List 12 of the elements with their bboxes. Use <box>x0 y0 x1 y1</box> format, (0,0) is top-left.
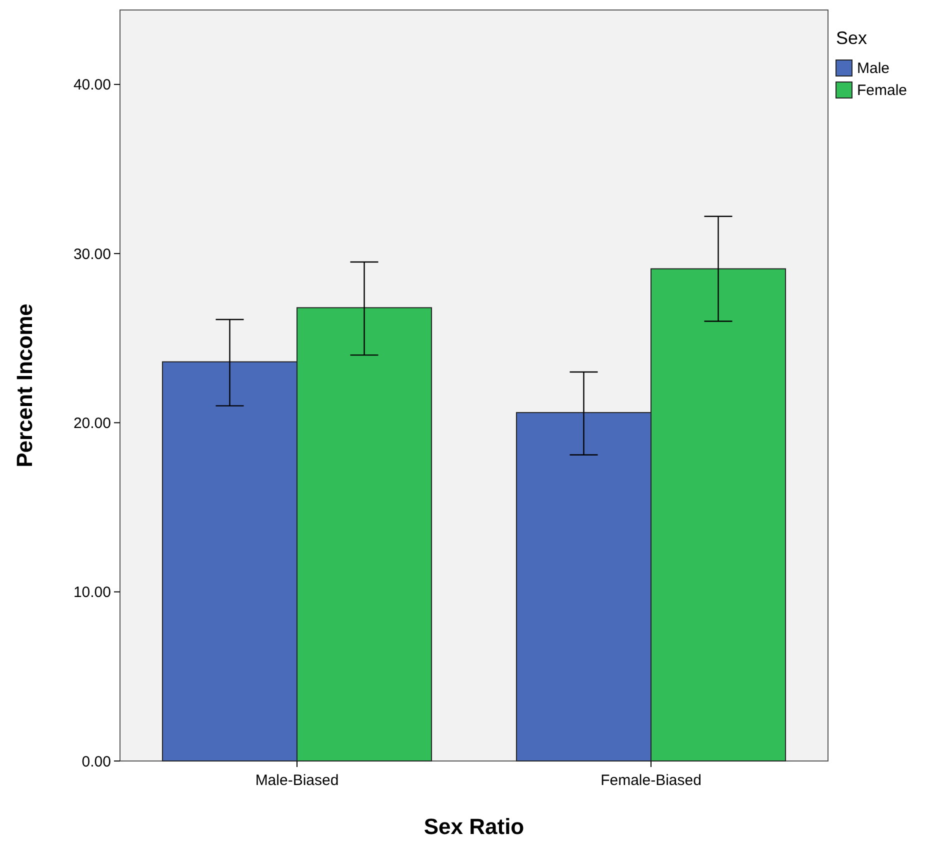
x-tick-label: Male-Biased <box>255 772 339 789</box>
y-axis-title: Percent Income <box>12 304 37 468</box>
y-tick-label: 20.00 <box>73 414 111 432</box>
x-axis-title: Sex Ratio <box>424 814 524 839</box>
x-tick-label: Female-Biased <box>600 772 702 789</box>
legend-label: Female <box>857 82 908 99</box>
y-tick-label: 0.00 <box>82 753 111 770</box>
y-tick-label: 30.00 <box>73 246 111 263</box>
y-tick-label: 10.00 <box>73 584 111 602</box>
y-tick-label: 40.00 <box>73 76 111 94</box>
legend-label: Male <box>857 60 890 77</box>
legend-title: Sex <box>836 28 868 48</box>
